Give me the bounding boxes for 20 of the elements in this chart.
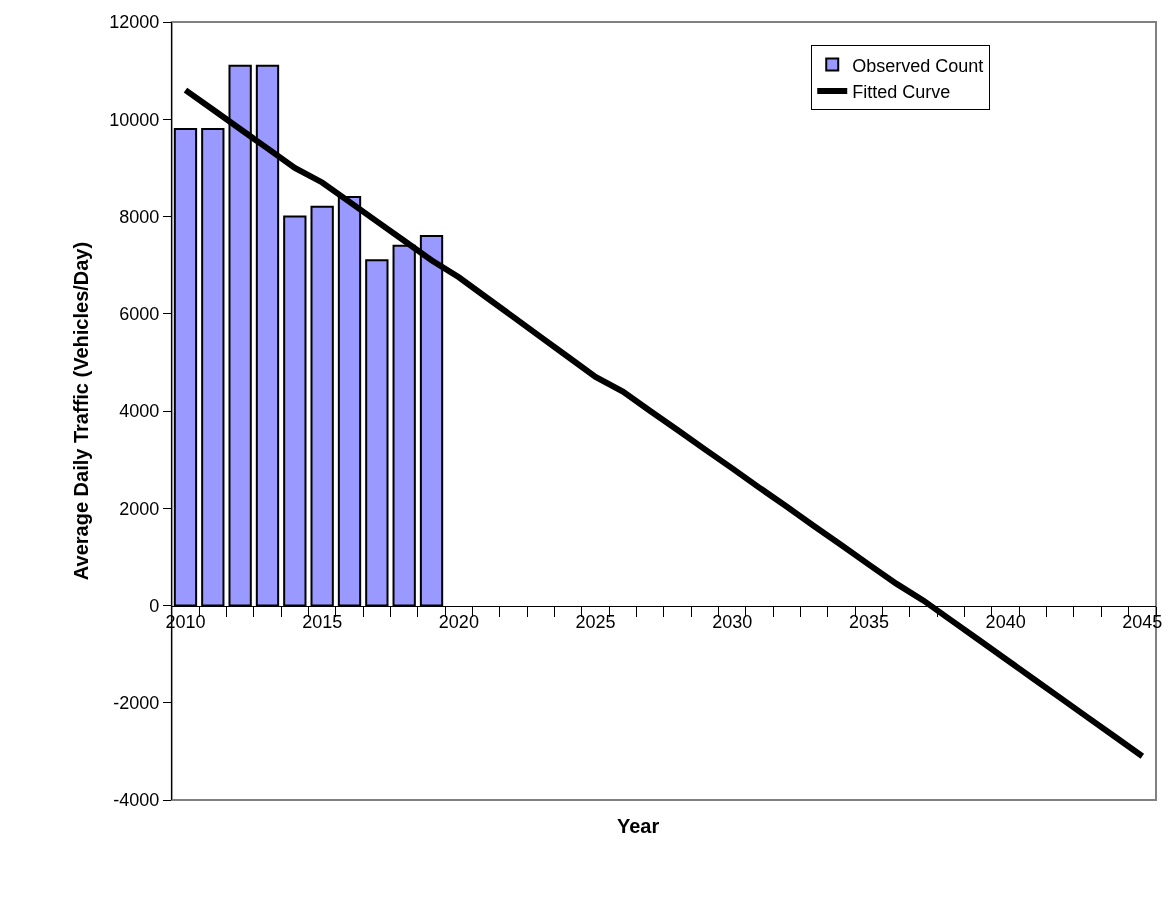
y-tick-label: 10000 xyxy=(109,109,160,130)
y-tick-label: 2000 xyxy=(119,498,160,519)
x-tick-label: 2030 xyxy=(712,612,753,633)
y-tick-label: -2000 xyxy=(113,693,160,714)
x-tick-label: 2015 xyxy=(302,612,343,633)
legend-label: Observed Count xyxy=(852,55,984,76)
x-tick-label: 2040 xyxy=(985,612,1026,633)
x-tick-label: 2025 xyxy=(575,612,616,633)
x-axis-title: Year xyxy=(617,815,660,837)
x-tick-label: 2045 xyxy=(1122,612,1163,633)
y-tick-label: 4000 xyxy=(119,401,160,422)
y-tick-label: 0 xyxy=(149,595,160,616)
y-axis-title: Average Daily Traffic (Vehicles/Day) xyxy=(69,241,92,581)
y-tick-label: 12000 xyxy=(109,12,160,33)
x-tick-label: 2035 xyxy=(848,612,889,633)
y-tick-label: 8000 xyxy=(119,206,160,227)
x-tick-label: 2020 xyxy=(438,612,479,633)
y-tick-label: 6000 xyxy=(119,304,160,325)
y-tick-label: -4000 xyxy=(113,790,160,811)
legend-label: Fitted Curve xyxy=(852,81,951,102)
